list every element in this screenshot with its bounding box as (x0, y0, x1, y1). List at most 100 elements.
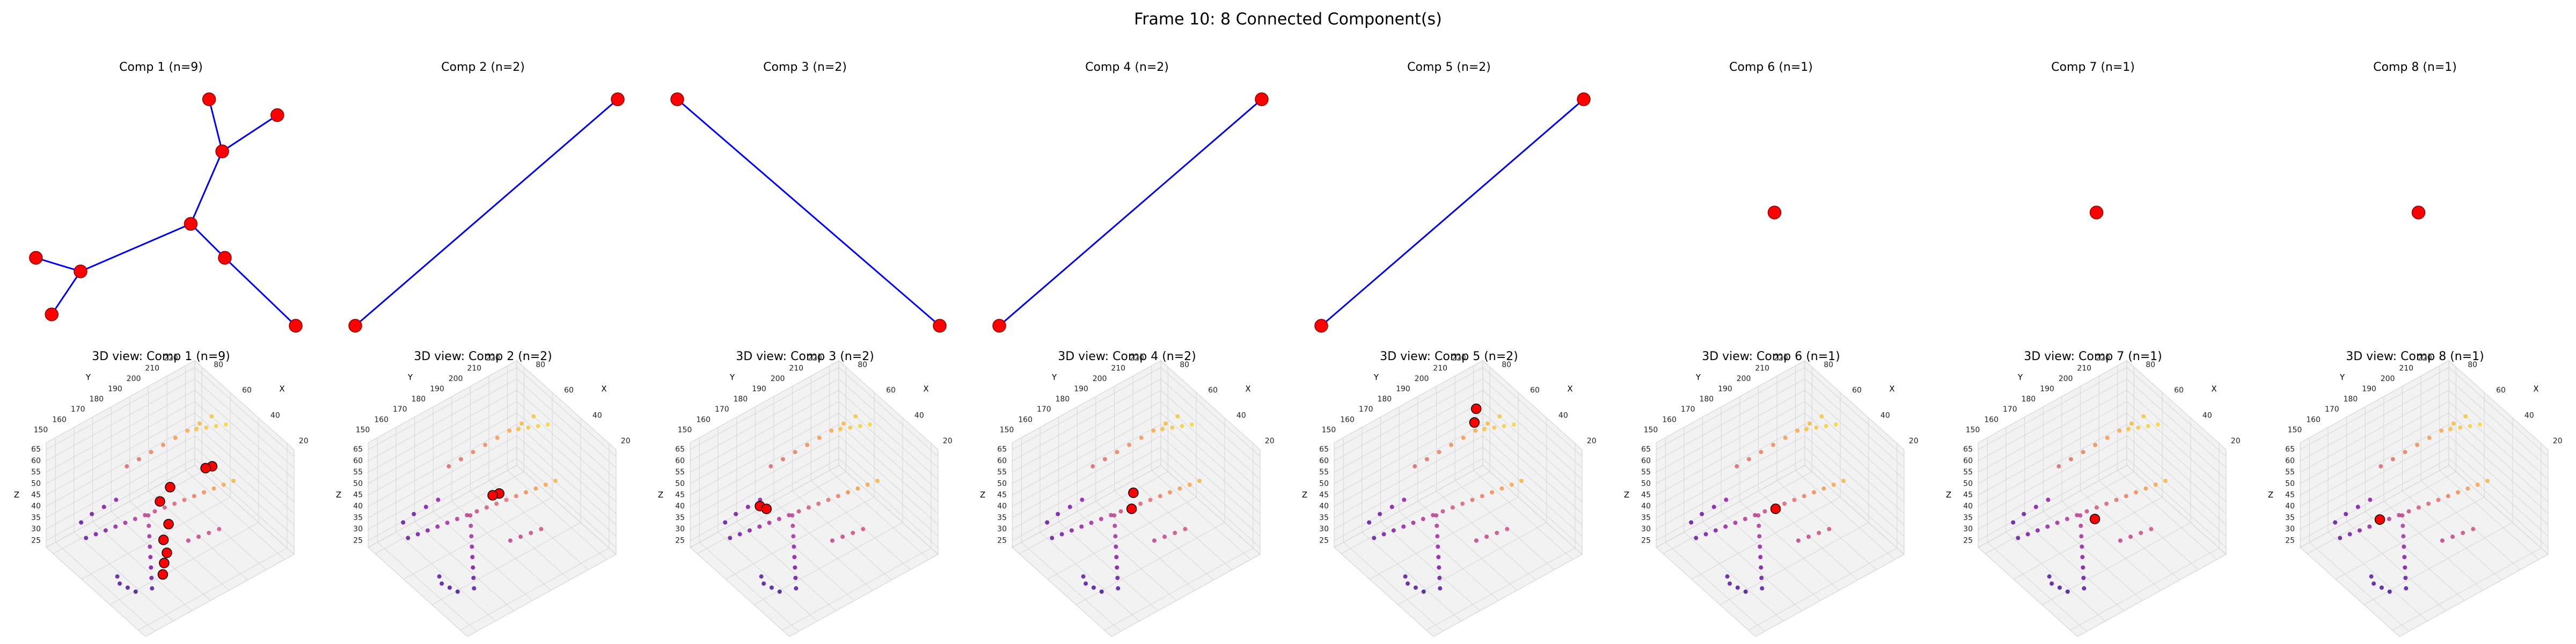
cloud-point (211, 486, 216, 491)
y-tick-label: 200 (2381, 375, 2395, 383)
cloud-point (209, 414, 214, 419)
y-tick-label: 150 (2288, 426, 2302, 434)
cloud-point (415, 532, 420, 537)
grid-line (1132, 480, 1233, 570)
z-axis-label: Z (980, 490, 985, 500)
grid-line (2070, 547, 2220, 631)
cloud-point (745, 504, 750, 509)
grid-line (414, 521, 514, 611)
cloud-point (2403, 450, 2407, 455)
x-tick-label: 20 (1909, 437, 1919, 445)
cloud-point (2117, 428, 2122, 433)
cloud-point (465, 513, 470, 517)
y-tick-label: 180 (2021, 395, 2036, 404)
z-axis-label: Z (14, 490, 19, 500)
grid-line (2013, 496, 2163, 580)
cloud-point (2045, 524, 2050, 529)
grid-line (697, 471, 846, 554)
cloud-point (2387, 589, 2392, 594)
cloud-point (787, 513, 792, 517)
grid-line (1012, 390, 1161, 473)
x-axis-label: X (1567, 384, 1572, 394)
cloud-point (2471, 526, 2476, 531)
cloud-point (1743, 589, 1748, 594)
y-tick-label: 210 (145, 364, 159, 373)
cloud-point (192, 494, 196, 499)
y-tick-label: 210 (2077, 364, 2091, 373)
cloud-point (2129, 421, 2134, 426)
z-tick-label: 45 (31, 491, 41, 500)
z-tick-label: 45 (2285, 491, 2295, 500)
y-tick-label: 180 (89, 395, 104, 404)
cloud-point (1817, 530, 1821, 535)
cloud-point (793, 450, 797, 455)
cloud-point (113, 524, 118, 529)
y-tick-label: 150 (1966, 426, 1980, 434)
cloud-point (1091, 585, 1096, 590)
z-axis-label: Z (1946, 490, 1951, 500)
grid-line (55, 542, 155, 632)
z-tick-label: 60 (675, 457, 685, 465)
graph-edge (208, 99, 223, 152)
cloud-point (161, 443, 166, 448)
z-tick-label: 65 (353, 445, 363, 454)
y-tick-label: 150 (678, 426, 692, 434)
y-tick-label: 200 (1737, 375, 1751, 383)
panel-title: Comp 3 (n=2) (763, 61, 847, 74)
grid-line (516, 435, 617, 525)
z-tick-label: 40 (2285, 502, 2295, 511)
y-tick-label: 190 (2362, 385, 2376, 393)
cloud-point (757, 524, 762, 529)
cloud-point (2149, 526, 2154, 531)
cloud-point (1502, 423, 1506, 428)
cloud-point (458, 457, 463, 462)
graph-edge (1321, 98, 1584, 327)
grid-line (194, 424, 295, 514)
cloud-point (1180, 423, 1184, 428)
grid-line (46, 401, 195, 484)
cloud-point (1127, 443, 1132, 448)
z-tick-label: 60 (1319, 457, 1329, 465)
grid-line (1776, 480, 1877, 570)
y-tick-label: 180 (1055, 395, 1070, 404)
cloud-point (2461, 530, 2465, 535)
cloud-point (508, 538, 513, 543)
cloud-point (1700, 511, 1704, 516)
cloud-point (471, 575, 476, 580)
grid-line (690, 378, 839, 462)
grid-line (1058, 521, 1158, 611)
cloud-point (1438, 586, 1443, 591)
z-tick-label: 25 (353, 536, 363, 545)
cloud-point (826, 497, 831, 502)
cloud-point (469, 534, 474, 539)
x-tick-label: 20 (1587, 437, 1597, 445)
z-tick-label: 30 (675, 525, 685, 533)
y-tick-label: 150 (356, 426, 370, 434)
cloud-point (526, 425, 531, 430)
cloud-point (1435, 534, 1440, 539)
cloud-point (1824, 423, 1828, 428)
cloud-point (1170, 425, 1175, 430)
grid-line (1482, 424, 1583, 514)
cloud-point (1511, 422, 1516, 427)
grid-line (46, 435, 195, 518)
cloud-point (204, 425, 209, 430)
cloud-point (1160, 427, 1165, 431)
cloud-point (1733, 521, 1738, 525)
cloud-point (2463, 414, 2468, 419)
cloud-point (1490, 490, 1495, 495)
y-tick-label: 160 (2306, 415, 2321, 424)
y-axis-label: Y (1695, 372, 1701, 382)
cloud-point (2057, 585, 2062, 590)
cloud-point (1807, 421, 1812, 426)
cloud-point (858, 423, 862, 428)
cloud-point (2367, 524, 2372, 529)
cloud-point (1091, 464, 1095, 469)
grid-line (1978, 413, 2127, 495)
grid-line (1454, 480, 1555, 570)
cloud-point (2050, 581, 2054, 586)
graph-node (1314, 319, 1328, 333)
panel-title: 3D view: Comp 8 (n=1) (2346, 350, 2484, 363)
grid-line (2126, 378, 2227, 469)
y-axis-label: Y (2017, 372, 2023, 382)
